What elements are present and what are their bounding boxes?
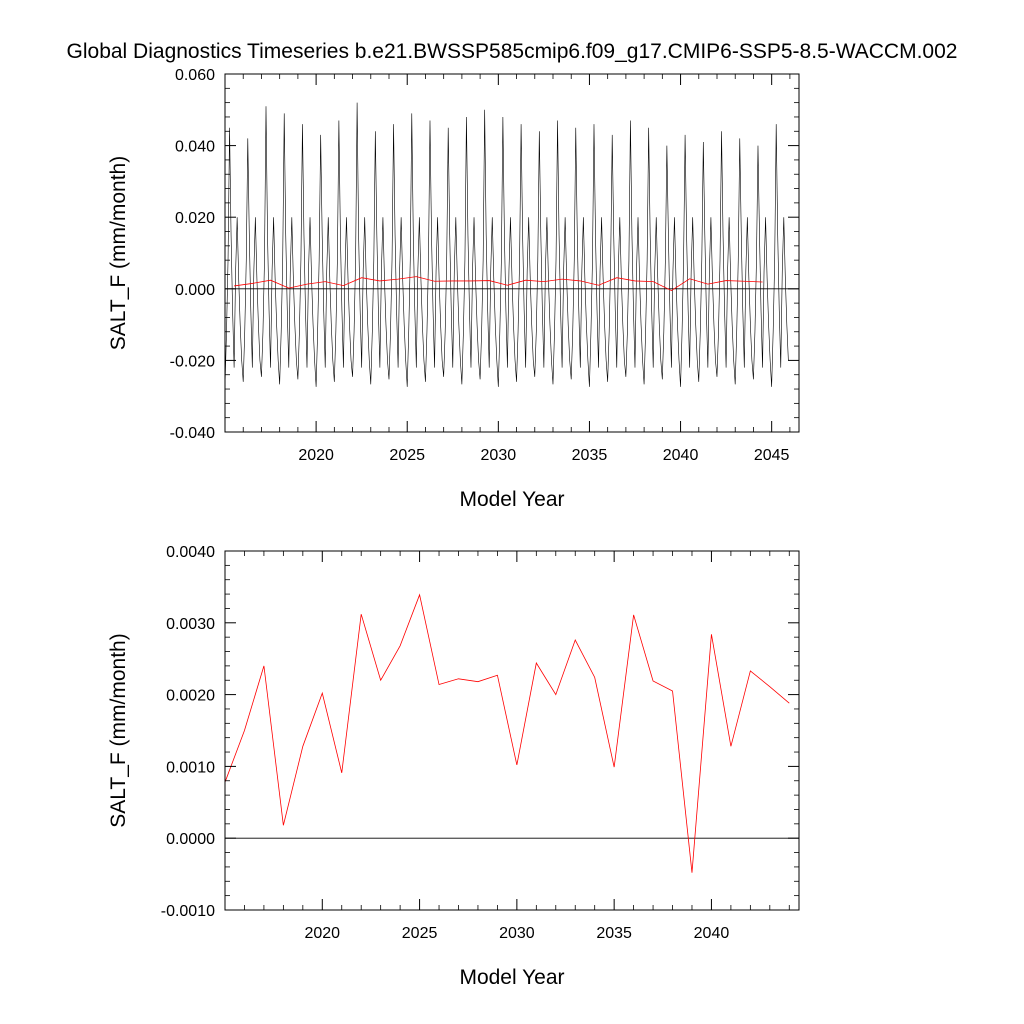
y-tick-label: 0.0040 bbox=[166, 544, 215, 561]
y-tick-label: -0.040 bbox=[170, 425, 215, 442]
x-tick-label: 2040 bbox=[663, 447, 699, 464]
monthly-series-line bbox=[224, 102, 789, 387]
x-tick-label: 2020 bbox=[298, 447, 334, 464]
y-tick-label: 0.0020 bbox=[166, 688, 215, 705]
y-axis-label: SALT_F (mm/month) bbox=[107, 156, 130, 350]
x-tick-label: 2035 bbox=[572, 447, 608, 464]
y-tick-label: -0.0010 bbox=[161, 903, 215, 920]
x-tick-label: 2030 bbox=[499, 925, 535, 942]
y-tick-label: 0.000 bbox=[175, 282, 215, 299]
x-tick-label: 2025 bbox=[389, 447, 425, 464]
bottom-annual-mean-panel: 2020 2025 2030 2035 2040 -0.0010 0.0000 0.0010 0… bbox=[107, 544, 800, 989]
x-tick-label: 2035 bbox=[596, 925, 632, 942]
y-tick-label: 0.060 bbox=[175, 67, 215, 84]
y-tick-label: 0.020 bbox=[175, 210, 215, 227]
x-tick-label: 2025 bbox=[402, 925, 438, 942]
x-tick-label: 2020 bbox=[304, 925, 340, 942]
top-timeseries-panel: 2020 2025 2030 2035 2040 2045 -0.040 -0.020 0.00… bbox=[107, 67, 800, 511]
x-tick-label: 2045 bbox=[754, 447, 790, 464]
plot-frame bbox=[224, 73, 800, 433]
x-axis-label: Model Year bbox=[459, 488, 564, 511]
annual-mean-series-line bbox=[224, 593, 790, 873]
y-tick-label: -0.020 bbox=[170, 353, 215, 370]
x-tick-label: 2040 bbox=[694, 925, 730, 942]
y-tick-label: 0.040 bbox=[175, 139, 215, 156]
x-axis-label: Model Year bbox=[459, 966, 564, 989]
x-tick-label: 2030 bbox=[481, 447, 517, 464]
figure-title: Global Diagnostics Timeseries b.e21.BWSS… bbox=[67, 40, 958, 63]
y-tick-label: 0.0010 bbox=[166, 759, 215, 776]
annual-mean-series-line bbox=[234, 276, 763, 292]
y-axis-label: SALT_F (mm/month) bbox=[107, 633, 130, 827]
plot-frame bbox=[224, 550, 800, 911]
y-tick-label: 0.0000 bbox=[166, 831, 215, 848]
y-tick-label: 0.0030 bbox=[166, 616, 215, 633]
